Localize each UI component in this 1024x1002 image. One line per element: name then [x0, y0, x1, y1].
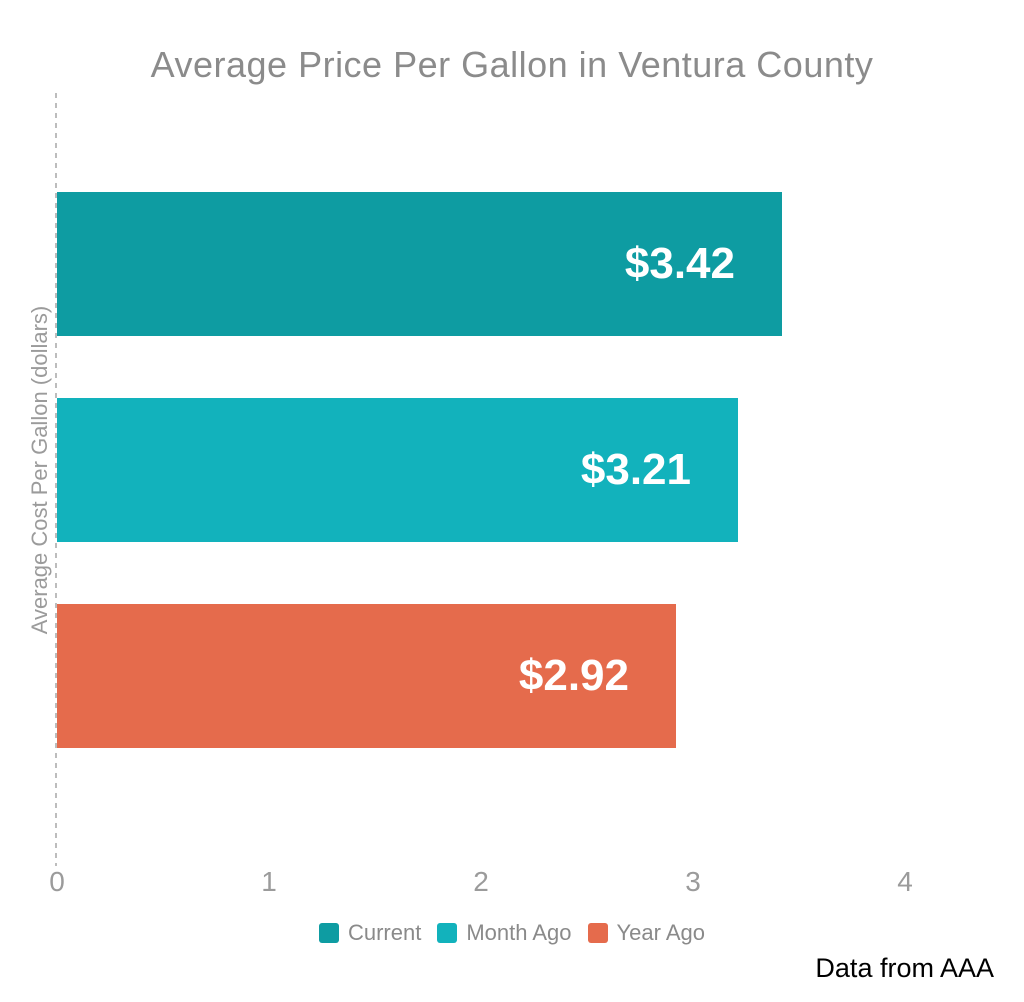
x-tick-label: 3	[685, 866, 701, 897]
x-tick-label: 4	[897, 866, 913, 897]
legend-item-month-ago: Month Ago	[437, 920, 572, 946]
legend-swatch-icon	[437, 923, 458, 943]
legend-item-year-ago: Year Ago	[587, 920, 706, 946]
x-tick-label: 0	[49, 866, 65, 897]
legend-label: Month Ago	[466, 920, 572, 945]
legend-label: Current	[347, 920, 422, 945]
bar-value-label: $3.21	[580, 445, 691, 494]
x-tick-label: 2	[473, 866, 489, 897]
x-tick-label: 1	[261, 866, 277, 897]
bar-year-ago: $2.92	[57, 604, 676, 748]
source-note: Data from AAA	[815, 953, 994, 983]
bar-current: $3.42	[57, 192, 782, 336]
legend-swatch-icon	[587, 923, 608, 943]
legend-label: Year Ago	[616, 920, 706, 945]
legend-item-current: Current	[318, 920, 422, 946]
chart-title: Average Price Per Gallon in Ventura Coun…	[150, 44, 874, 85]
legend: Current Month Ago Year Ago	[0, 920, 1024, 946]
bar-month-ago: $3.21	[57, 398, 738, 542]
bar-value-label: $2.92	[518, 651, 629, 700]
y-axis-dashed-line	[55, 93, 57, 866]
legend-swatch-icon	[318, 923, 339, 943]
bar-value-label: $3.42	[624, 239, 735, 288]
